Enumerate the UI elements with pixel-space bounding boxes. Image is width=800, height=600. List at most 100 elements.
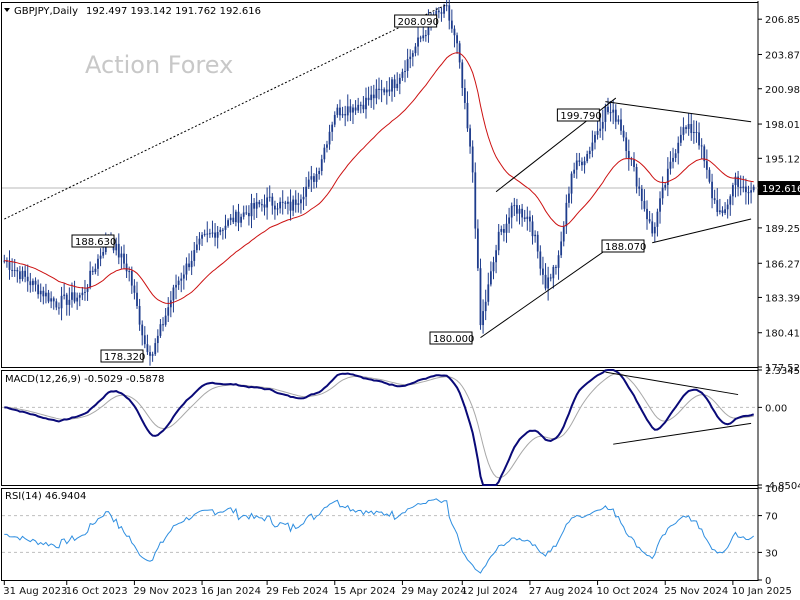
candle-body	[242, 212, 245, 217]
candle-body	[81, 292, 84, 296]
price-annotation-box	[429, 331, 473, 345]
candle-body	[443, 5, 445, 14]
candle-body	[128, 271, 131, 273]
candle-body	[333, 114, 336, 125]
candle-body	[175, 284, 177, 288]
candle-body	[341, 114, 344, 116]
price-tick-label: 186.270	[765, 259, 800, 270]
candle-body	[154, 343, 157, 355]
candle-body	[219, 229, 222, 233]
candle-body	[24, 270, 27, 277]
x-tick-label: 10 Jan 2025	[732, 586, 792, 597]
candle-body	[643, 200, 646, 209]
candle-body	[679, 134, 682, 143]
candle-body	[357, 104, 360, 111]
rsi-panel	[1, 488, 759, 581]
rsi-title: RSI(14) 46.9404	[5, 491, 86, 502]
candle-body	[229, 217, 232, 221]
candle-body	[266, 197, 269, 208]
candle-body	[149, 352, 151, 356]
candle-body	[406, 59, 409, 71]
rsi-tick-label: 0	[765, 576, 771, 587]
candle-body	[565, 202, 568, 227]
candle-body	[419, 37, 422, 39]
candle-body	[193, 250, 196, 261]
candle-body	[633, 159, 635, 168]
candle-body	[453, 28, 456, 36]
price-tick-label: 203.875	[765, 50, 800, 61]
candle-body	[516, 205, 518, 214]
candle-body	[224, 225, 227, 230]
candles	[3, 0, 755, 366]
price-tick-label: 200.985	[765, 85, 800, 96]
candle-body	[622, 130, 625, 138]
candle-body	[274, 205, 276, 210]
candle-body	[247, 212, 250, 217]
candle-body	[487, 284, 490, 302]
x-tick-label: 12 Jul 2024	[461, 586, 518, 597]
candle-body	[463, 87, 466, 103]
candle-body	[495, 250, 497, 263]
candle-body	[208, 233, 211, 235]
candle-body	[42, 290, 45, 297]
candle-body	[625, 137, 628, 152]
candle-body	[237, 211, 240, 223]
moving-average-line	[4, 52, 754, 304]
watermark: Action Forex	[85, 51, 233, 79]
candle-body	[133, 285, 136, 293]
x-tick-label: 25 Nov 2024	[664, 586, 728, 597]
x-tick-label: 27 Aug 2024	[529, 586, 593, 597]
candle-body	[326, 144, 328, 148]
candle-body	[289, 201, 292, 211]
price-annotation-box	[100, 349, 144, 363]
candle-body	[292, 199, 295, 211]
candle-body	[63, 294, 66, 296]
candle-body	[547, 277, 550, 289]
candle-body	[721, 210, 724, 214]
candle-body	[39, 290, 42, 295]
candle-body	[544, 274, 547, 289]
candle-body	[521, 208, 524, 218]
candle-body	[258, 201, 261, 205]
price-tick-label: 198.010	[765, 120, 800, 131]
candle-body	[552, 266, 555, 279]
macd-tick-label: -4.8504	[765, 481, 800, 492]
candle-body	[156, 335, 159, 344]
candle-body	[216, 232, 219, 238]
candle-body	[518, 208, 521, 214]
macd-trend-line	[605, 371, 739, 396]
price-annotation-label: 188.070	[605, 242, 646, 253]
candle-body	[328, 131, 331, 145]
rsi-tick-label: 30	[765, 548, 778, 559]
candle-body	[612, 109, 615, 113]
candle-body	[750, 190, 752, 193]
macd-trend-line	[613, 422, 752, 445]
candle-body	[698, 132, 700, 146]
candle-body	[240, 216, 242, 223]
candle-body	[651, 221, 654, 234]
candle-body	[583, 161, 586, 166]
candle-body	[76, 297, 79, 302]
candle-body	[450, 20, 453, 29]
candle-body	[305, 186, 308, 197]
candle-body	[536, 234, 539, 252]
candle-body	[526, 216, 529, 220]
candle-body	[123, 253, 125, 264]
price-annotation-label: 199.790	[560, 111, 601, 122]
candle-body	[435, 10, 438, 18]
price-annotation-box	[394, 14, 438, 28]
candle-body	[557, 255, 560, 268]
macd-panel	[1, 370, 759, 486]
candle-body	[206, 233, 209, 235]
candle-body	[180, 278, 183, 281]
candle-body	[47, 292, 50, 302]
candle-body	[401, 71, 404, 78]
candle-body	[427, 20, 430, 36]
candle-body	[555, 266, 557, 268]
candle-body	[261, 204, 263, 206]
candle-body	[203, 233, 206, 235]
candle-body	[424, 35, 427, 37]
price-annotation-label: 188.630	[75, 237, 116, 248]
candle-body	[99, 255, 102, 259]
rsi-tick-label: 100	[765, 484, 784, 495]
